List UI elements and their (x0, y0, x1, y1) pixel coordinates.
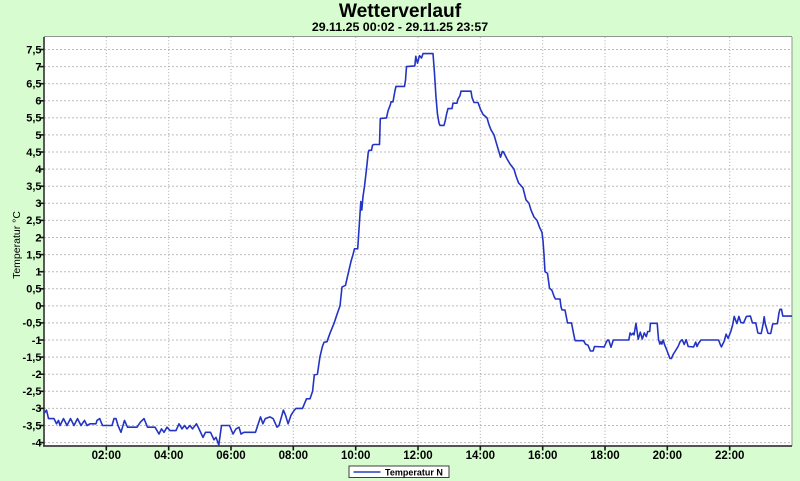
svg-text:-4: -4 (32, 437, 43, 449)
svg-text:7,5: 7,5 (26, 44, 41, 56)
svg-text:20:00: 20:00 (653, 450, 682, 462)
svg-text:-2: -2 (32, 369, 42, 381)
svg-text:2,5: 2,5 (26, 215, 41, 227)
svg-text:29.11.25 00:02 - 29.11.25 23:5: 29.11.25 00:02 - 29.11.25 23:57 (312, 20, 488, 34)
svg-text:6,5: 6,5 (26, 79, 41, 91)
svg-text:04:00: 04:00 (154, 450, 183, 462)
svg-text:-3: -3 (32, 403, 42, 415)
svg-text:08:00: 08:00 (279, 450, 308, 462)
svg-text:0,5: 0,5 (26, 284, 41, 296)
svg-text:-2,5: -2,5 (23, 386, 42, 398)
svg-text:7: 7 (35, 61, 41, 73)
svg-text:1: 1 (35, 267, 41, 279)
svg-text:02:00: 02:00 (92, 450, 121, 462)
svg-text:-3,5: -3,5 (23, 420, 42, 432)
svg-text:14:00: 14:00 (466, 450, 495, 462)
svg-text:Wetterverlauf: Wetterverlauf (339, 1, 462, 22)
svg-text:-1: -1 (32, 335, 42, 347)
svg-text:5: 5 (35, 130, 41, 142)
svg-text:3,5: 3,5 (26, 181, 41, 193)
svg-text:6: 6 (35, 96, 41, 108)
svg-text:Temperatur °C: Temperatur °C (11, 211, 23, 279)
svg-text:Temperatur N: Temperatur N (385, 467, 443, 477)
svg-text:-1,5: -1,5 (23, 352, 42, 364)
svg-text:0: 0 (35, 301, 41, 313)
svg-text:06:00: 06:00 (216, 450, 245, 462)
svg-text:4: 4 (35, 164, 42, 176)
svg-text:18:00: 18:00 (590, 450, 619, 462)
svg-text:16:00: 16:00 (528, 450, 557, 462)
svg-text:5,5: 5,5 (26, 113, 41, 125)
svg-text:12:00: 12:00 (403, 450, 432, 462)
svg-text:3: 3 (35, 198, 41, 210)
svg-text:-0,5: -0,5 (23, 318, 42, 330)
svg-text:1,5: 1,5 (26, 249, 41, 261)
svg-text:2: 2 (35, 232, 41, 244)
svg-text:22:00: 22:00 (715, 450, 744, 462)
svg-text:10:00: 10:00 (341, 450, 370, 462)
svg-text:4,5: 4,5 (26, 147, 41, 159)
